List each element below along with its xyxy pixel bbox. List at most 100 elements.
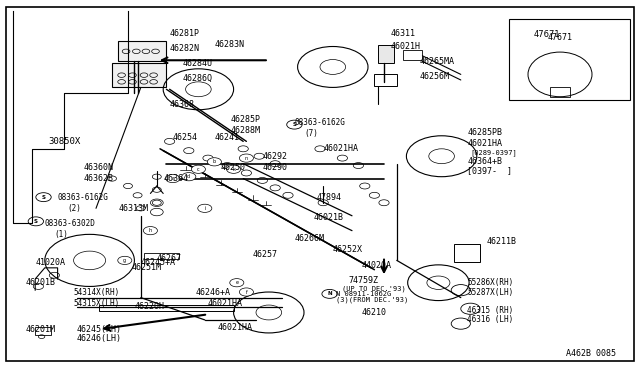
Text: 46257: 46257 [253, 250, 278, 259]
Text: 46245+A: 46245+A [141, 258, 176, 267]
Text: k: k [232, 167, 235, 172]
Text: S: S [34, 219, 38, 224]
Text: (2): (2) [67, 204, 81, 213]
Text: a: a [172, 176, 174, 181]
Text: 47671: 47671 [547, 33, 572, 42]
Text: d: d [188, 174, 190, 179]
Text: 46021HA: 46021HA [208, 299, 243, 308]
Text: c: c [197, 167, 200, 172]
Text: 55286X(RH): 55286X(RH) [467, 278, 513, 287]
Text: 47671: 47671 [534, 30, 561, 39]
Text: 46285PB: 46285PB [467, 128, 502, 137]
Text: 55287X(LH): 55287X(LH) [467, 288, 513, 296]
Text: i: i [204, 206, 205, 211]
Text: 46315 (RH): 46315 (RH) [467, 306, 513, 315]
Circle shape [230, 279, 244, 287]
Text: 46021HA: 46021HA [323, 144, 358, 153]
Text: 46286Q: 46286Q [182, 74, 212, 83]
Text: 46211B: 46211B [486, 237, 516, 246]
Text: 08363-6302D: 08363-6302D [45, 219, 95, 228]
Text: 46241: 46241 [214, 133, 239, 142]
Text: 46250: 46250 [221, 163, 246, 172]
Text: 46210: 46210 [362, 308, 387, 317]
Text: h: h [149, 228, 152, 233]
Text: 08363-6162G: 08363-6162G [294, 118, 345, 127]
Bar [35, 327, 51, 335]
Text: 46265MA: 46265MA [419, 57, 454, 66]
Text: 46220H: 46220H [134, 302, 164, 311]
Text: N: N [327, 291, 332, 296]
Bar [118, 41, 166, 61]
Text: 41020A: 41020A [35, 258, 65, 267]
Text: A462B 0085: A462B 0085 [566, 349, 616, 358]
Text: 46246(LH): 46246(LH) [77, 334, 122, 343]
Text: (1): (1) [54, 230, 68, 239]
Circle shape [239, 288, 253, 296]
Text: S: S [42, 195, 45, 200]
Text: 46364+B: 46364+B [467, 157, 502, 166]
Bar [454, 244, 480, 262]
Text: 46245(RH): 46245(RH) [77, 325, 122, 334]
Text: b: b [213, 159, 216, 164]
Text: 46360N: 46360N [83, 163, 113, 172]
Text: 46290: 46290 [262, 163, 287, 172]
Circle shape [207, 158, 221, 166]
Text: 46267: 46267 [157, 254, 182, 263]
Text: 54315X(LH): 54315X(LH) [74, 299, 120, 308]
Circle shape [143, 227, 157, 235]
Text: 46311: 46311 [390, 29, 415, 38]
Text: 74759Z: 74759Z [349, 276, 379, 285]
Text: [0289-0397]: [0289-0397] [470, 149, 517, 156]
Bar [378, 45, 394, 63]
Text: 46266M: 46266M [294, 234, 324, 243]
Text: (7): (7) [304, 129, 318, 138]
Text: 46284U: 46284U [182, 59, 212, 68]
Text: [0397-  ]: [0397- ] [467, 167, 512, 176]
Text: 46254: 46254 [173, 133, 198, 142]
Circle shape [239, 154, 253, 162]
Text: 46201M: 46201M [26, 325, 56, 334]
Text: 30850X: 30850X [48, 137, 80, 146]
Bar [144, 253, 179, 259]
Text: 46282N: 46282N [170, 44, 200, 53]
Text: S: S [292, 122, 296, 127]
Circle shape [198, 204, 212, 212]
Text: 46313M: 46313M [118, 204, 148, 213]
Text: 46288M: 46288M [230, 126, 260, 135]
Text: (3)(FROM DEC.'93): (3)(FROM DEC.'93) [336, 296, 408, 303]
Text: 46021H: 46021H [390, 42, 420, 51]
Text: 46292: 46292 [262, 152, 287, 161]
Circle shape [118, 256, 132, 264]
Text: 46285P: 46285P [230, 115, 260, 124]
Text: f: f [246, 289, 247, 295]
Text: g: g [124, 258, 126, 263]
Text: 46246+A: 46246+A [195, 288, 230, 296]
Text: 46283N: 46283N [214, 40, 244, 49]
Circle shape [182, 173, 196, 181]
Bar [99, 305, 234, 311]
Bar [403, 50, 422, 60]
Text: e: e [236, 280, 238, 285]
Text: n: n [245, 155, 248, 161]
Text: 46364: 46364 [163, 174, 188, 183]
Circle shape [191, 165, 205, 173]
Bar [112, 63, 166, 87]
Text: (UP TO DEC.'93): (UP TO DEC.'93) [342, 285, 406, 292]
Text: 46281P: 46281P [170, 29, 200, 38]
Text: 46316 (LH): 46316 (LH) [467, 315, 513, 324]
Bar [509, 19, 630, 100]
Bar [550, 87, 570, 97]
Text: 46021HA: 46021HA [218, 323, 253, 332]
Text: 54314X(RH): 54314X(RH) [74, 288, 120, 296]
Text: 08363-6162G: 08363-6162G [58, 193, 108, 202]
Text: 46021B: 46021B [314, 213, 344, 222]
Text: N 08911-1062G: N 08911-1062G [336, 291, 391, 297]
Text: 46256M: 46256M [419, 72, 449, 81]
Text: 44020A: 44020A [362, 262, 392, 270]
Text: 47894: 47894 [317, 193, 342, 202]
Text: 46252X: 46252X [333, 245, 363, 254]
Text: 46368: 46368 [170, 100, 195, 109]
Text: 46251M: 46251M [131, 263, 161, 272]
Text: 46362B: 46362B [83, 174, 113, 183]
Circle shape [227, 165, 241, 173]
